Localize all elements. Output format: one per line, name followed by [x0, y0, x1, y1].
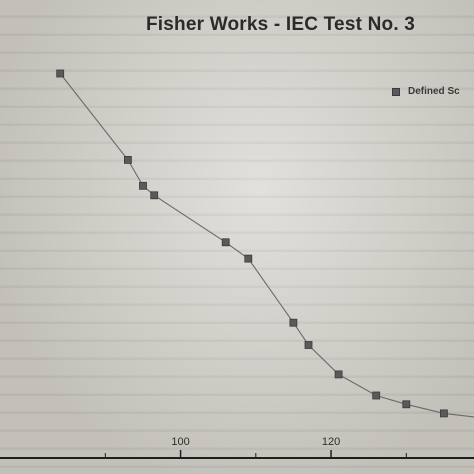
- x-tick-label: 100: [171, 436, 189, 448]
- data-point: [139, 181, 147, 190]
- x-tick-label: 120: [322, 436, 340, 448]
- data-point: [372, 391, 381, 400]
- chart-legend: Defined Sc: [392, 86, 460, 97]
- data-point: [56, 69, 65, 78]
- legend-marker-icon: [392, 87, 400, 96]
- data-point: [289, 318, 298, 327]
- data-point: [150, 191, 159, 200]
- data-point: [124, 155, 132, 164]
- data-point: [334, 370, 343, 379]
- chart-title: Fisher Works - IEC Test No. 3: [146, 14, 416, 35]
- data-point: [402, 400, 411, 409]
- data-point: [244, 254, 253, 263]
- data-point: [304, 341, 313, 349]
- data-point: [439, 409, 448, 418]
- series-line: [59, 73, 474, 418]
- legend-label: Defined Sc: [408, 86, 460, 97]
- data-point: [221, 238, 230, 247]
